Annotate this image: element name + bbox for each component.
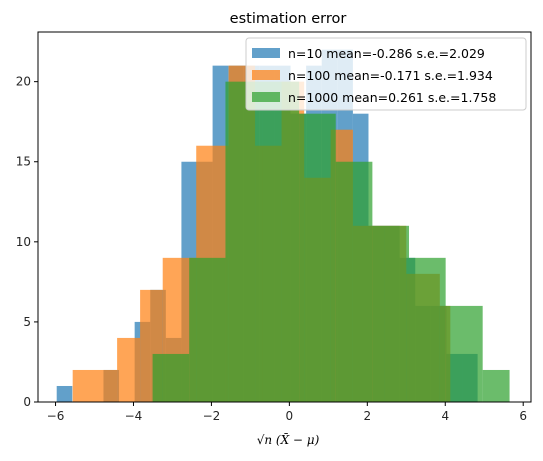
x-tick-label: 0 — [286, 409, 294, 423]
x-tick-label: −2 — [203, 409, 221, 423]
bar — [372, 225, 410, 402]
bar — [56, 385, 73, 402]
bar — [409, 257, 446, 402]
x-tick-label: −6 — [47, 409, 65, 423]
legend-label: n=1000 mean=0.261 s.e.=1.758 — [288, 90, 496, 105]
series-3-bars — [152, 81, 510, 403]
chart-title: estimation error — [230, 11, 347, 27]
bar — [225, 81, 263, 402]
axis-ticks: −6 −4 −2 0 2 4 6 0 5 10 15 20 — [16, 75, 527, 423]
bar — [189, 257, 226, 402]
bar — [152, 353, 190, 402]
y-tick-label: 0 — [23, 395, 31, 409]
legend-swatch — [252, 48, 280, 58]
legend-swatch — [252, 70, 280, 80]
legend: n=10 mean=-0.286 s.e.=2.029 n=100 mean=-0… — [245, 37, 527, 111]
bar — [72, 369, 118, 402]
y-tick-label: 10 — [16, 235, 31, 249]
legend-label: n=100 mean=-0.171 s.e.=1.934 — [288, 68, 493, 83]
x-tick-label: 2 — [363, 409, 371, 423]
bar — [445, 305, 483, 402]
legend-swatch — [252, 92, 280, 102]
histogram-bars — [56, 49, 510, 403]
x-tick-label: 4 — [441, 409, 449, 423]
y-tick-label: 5 — [23, 315, 31, 329]
legend-label: n=10 mean=-0.286 s.e.=2.029 — [288, 46, 485, 61]
y-tick-label: 15 — [16, 155, 31, 169]
legend-box — [245, 37, 527, 111]
x-axis-label: √n (X̄ − μ) — [257, 432, 320, 447]
bar — [335, 161, 373, 402]
bar — [262, 81, 300, 402]
x-tick-label: 6 — [519, 409, 527, 423]
bar — [482, 369, 510, 402]
bar — [117, 337, 141, 402]
plot-frame — [37, 31, 532, 403]
y-tick-label: 20 — [16, 75, 31, 89]
x-tick-label: −4 — [125, 409, 143, 423]
bar — [299, 113, 336, 403]
